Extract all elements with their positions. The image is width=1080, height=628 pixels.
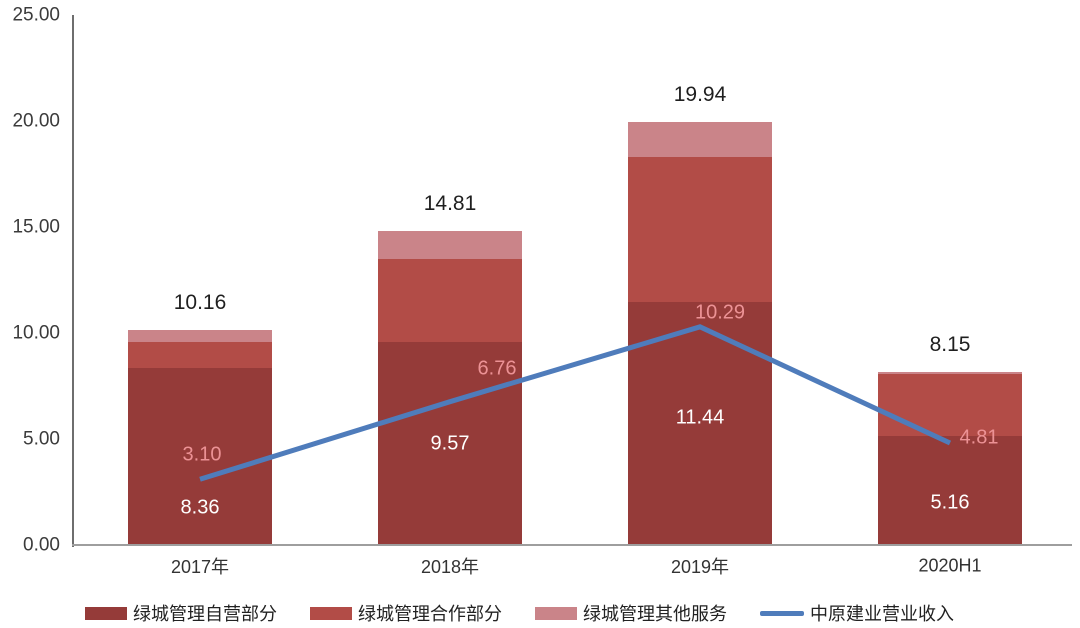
legend-label: 绿城管理自营部分 [133,604,277,624]
bar-segment-4-3 [878,372,1022,375]
bar-segment-2-3 [378,231,522,259]
bar-inside-label: 9.57 [430,432,470,455]
line-data-label: 10.29 [694,301,746,324]
bar-segment-3-2 [628,157,772,303]
y-axis-label: 20.00 [12,110,60,132]
y-axis-label: 0.00 [23,534,60,556]
legend-line-swatch-icon [760,610,804,616]
legend-bar-swatch-icon [85,606,127,620]
y-axis-label: 5.00 [23,428,60,450]
legend-item-1: 绿城管理自营部分 [85,600,277,626]
bar-total-label: 10.16 [173,290,227,314]
x-axis-label: 2020H1 [918,555,982,576]
bar-inside-label: 11.44 [675,406,725,429]
legend-label: 绿城管理合作部分 [358,604,502,624]
legend-item-2: 绿城管理合作部分 [310,600,502,626]
y-axis-label: 10.00 [12,322,60,344]
line-data-label: 3.10 [182,443,222,466]
legend-bar-swatch-icon [535,606,577,620]
bar-total-label: 19.94 [673,83,727,107]
bar-segment-2-2 [378,258,522,343]
bar-segment-4-1 [878,435,1022,545]
x-axis-label: 2019年 [670,557,730,577]
bar-segment-1-3 [128,329,272,342]
y-axis-line [72,15,74,547]
bar-inside-label: 8.36 [180,496,220,519]
bar-total-label: 8.15 [929,333,971,357]
legend-label: 绿城管理其他服务 [583,604,727,624]
bar-segment-1-2 [128,341,272,368]
line-data-label: 4.81 [959,426,999,449]
legend-item-3: 绿城管理其他服务 [535,600,727,626]
legend: 绿城管理自营部分 绿城管理合作部分 绿城管理其他服务 中原建业营业收入 [85,601,954,625]
bar-inside-label: 5.16 [930,491,970,514]
bar-segment-4-2 [878,374,1022,436]
y-axis-label: 15.00 [12,216,60,238]
y-axis-label: 25.00 [12,4,60,26]
line-data-label: 6.76 [477,357,517,380]
x-axis-line [72,544,1072,546]
legend-bar-swatch-icon [310,606,352,620]
bar-total-label: 14.81 [423,192,477,216]
bar-segment-3-3 [628,122,772,158]
legend-label: 中原建业营业收入 [810,604,954,624]
x-axis-label: 2018年 [420,557,480,577]
legend-item-4: 中原建业营业收入 [760,600,954,626]
x-axis-label: 2017年 [170,557,230,577]
line-path [199,324,952,482]
